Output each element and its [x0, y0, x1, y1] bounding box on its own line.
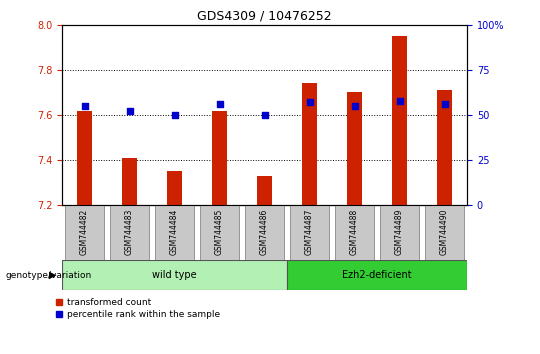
- Bar: [110, 205, 150, 260]
- Bar: [77, 110, 92, 205]
- Bar: [347, 92, 362, 205]
- Bar: [62, 260, 287, 290]
- Point: [215, 101, 224, 107]
- Bar: [437, 90, 453, 205]
- Text: GSM744489: GSM744489: [395, 209, 404, 255]
- Point: [80, 103, 89, 109]
- Bar: [392, 36, 408, 205]
- Bar: [287, 260, 467, 290]
- Point: [125, 109, 134, 114]
- Text: GSM744485: GSM744485: [215, 209, 224, 255]
- Text: wild type: wild type: [152, 270, 197, 280]
- Bar: [155, 205, 194, 260]
- Bar: [256, 176, 273, 205]
- Bar: [122, 158, 138, 205]
- Text: GSM744490: GSM744490: [440, 209, 449, 255]
- Bar: [212, 110, 227, 205]
- Point: [350, 103, 359, 109]
- Bar: [380, 205, 420, 260]
- Point: [170, 112, 179, 118]
- Text: ▶: ▶: [49, 270, 57, 280]
- Text: GSM744488: GSM744488: [350, 209, 359, 255]
- Bar: [302, 84, 318, 205]
- Title: GDS4309 / 10476252: GDS4309 / 10476252: [197, 9, 332, 22]
- Bar: [425, 205, 464, 260]
- Bar: [200, 205, 239, 260]
- Bar: [65, 205, 104, 260]
- Text: genotype/variation: genotype/variation: [5, 271, 92, 280]
- Bar: [245, 205, 285, 260]
- Text: GSM744487: GSM744487: [305, 209, 314, 255]
- Point: [260, 112, 269, 118]
- Text: GSM744482: GSM744482: [80, 209, 89, 255]
- Text: GSM744486: GSM744486: [260, 209, 269, 255]
- Bar: [290, 205, 329, 260]
- Bar: [335, 205, 374, 260]
- Text: GSM744483: GSM744483: [125, 209, 134, 255]
- Text: GSM744484: GSM744484: [170, 209, 179, 255]
- Point: [305, 99, 314, 105]
- Point: [440, 101, 449, 107]
- Text: Ezh2-deficient: Ezh2-deficient: [342, 270, 412, 280]
- Point: [395, 98, 404, 103]
- Bar: [167, 171, 183, 205]
- Legend: transformed count, percentile rank within the sample: transformed count, percentile rank withi…: [56, 298, 220, 319]
